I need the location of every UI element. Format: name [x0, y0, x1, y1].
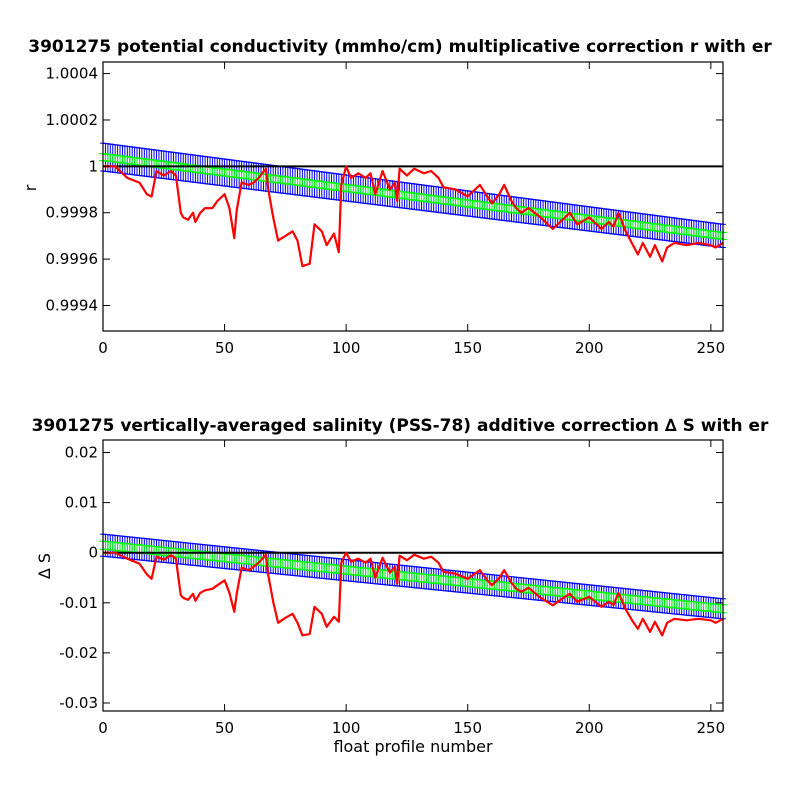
chart-title-bottom: 3901275 vertically-averaged salinity (PS… [32, 416, 769, 436]
y-tick-label: 0.9996 [46, 250, 99, 268]
x-tick-label: 50 [215, 719, 234, 737]
y-tick-label: -0.02 [59, 644, 98, 662]
y-tick-label: 1 [88, 157, 98, 175]
x-tick-label: 150 [453, 339, 482, 357]
y-tick-label: 0.9994 [46, 296, 99, 314]
data-line [103, 165, 724, 268]
y-tick-label: 1.0002 [46, 111, 99, 129]
y-axis-label-bottom: ∆ S [35, 553, 54, 580]
x-tick-label: 200 [575, 339, 604, 357]
axes-frame [102, 61, 724, 332]
x-tick-label: 150 [453, 719, 482, 737]
plot-area-top: 0 50 100 150 200 250 0.9994 0.9996 0.9998 1 1.0002… [46, 61, 727, 357]
data-line [103, 551, 724, 637]
y-tick-label: 0 [88, 544, 98, 562]
y-tick-label: 0.9998 [46, 204, 99, 222]
x-tick-label: 200 [575, 719, 604, 737]
x-tick-label: 0 [98, 719, 108, 737]
axes-frame [102, 439, 724, 712]
y-tick-label: 1.0004 [46, 65, 99, 83]
x-tick-label: 0 [98, 339, 108, 357]
y-tick-label: -0.03 [59, 694, 98, 712]
x-tick-label: 100 [332, 339, 361, 357]
y-tick-label: 0.02 [65, 444, 98, 462]
x-tick-label: 50 [215, 339, 234, 357]
y-tick-label: 0.01 [65, 494, 98, 512]
y-tick-label: -0.01 [59, 594, 98, 612]
y-axis-label-top: r [21, 184, 40, 191]
x-tick-label: 100 [332, 719, 361, 737]
x-tick-label: 250 [697, 719, 726, 737]
x-tick-label: 250 [697, 339, 726, 357]
error-bar-series-0 [100, 533, 726, 620]
panel-bottom: 3901275 vertically-averaged salinity (PS… [32, 416, 769, 756]
plot-area-bottom: 0 50 100 150 200 250 -0.03 -0.02 -0.01 0 0.01 0.02 [59, 439, 727, 737]
chart-title-top: 3901275 potential conductivity (mmho/cm)… [28, 37, 772, 57]
error-bar-series-0 [100, 142, 726, 249]
panel-top: 3901275 potential conductivity (mmho/cm)… [21, 37, 772, 357]
x-axis-label-bottom: float profile number [333, 737, 493, 756]
